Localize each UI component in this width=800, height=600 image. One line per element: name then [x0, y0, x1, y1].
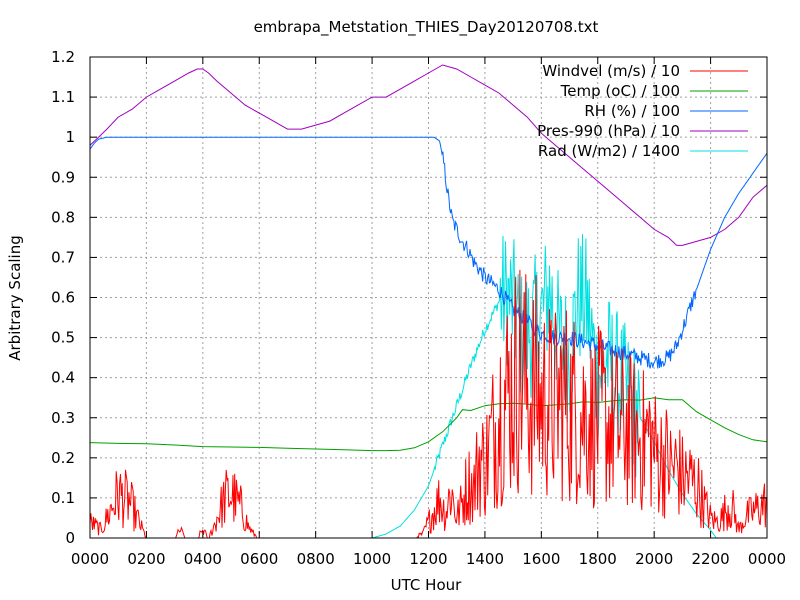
y-axis-label: Arbitrary Scaling: [6, 235, 24, 361]
legend-label: Rad (W/m2) / 1400: [538, 142, 680, 160]
x-tick-label: 1000: [353, 550, 391, 568]
x-tick-label: 0200: [127, 550, 165, 568]
tick-labels: 0000 0200 0400 0600 0800 1000 1200 1400 1600 1800…: [51, 48, 786, 568]
x-axis-label: UTC Hour: [391, 576, 462, 594]
y-tick-label: 0.4: [51, 369, 75, 387]
legend-label: Windvel (m/s) / 10: [542, 62, 680, 80]
x-tick-label: 0400: [184, 550, 222, 568]
x-tick-label: 2000: [635, 550, 673, 568]
series-line-3: [89, 64, 768, 246]
y-tick-label: 0.7: [51, 248, 75, 266]
x-tick-label: 0600: [240, 550, 278, 568]
x-tick-label: 0000: [748, 550, 786, 568]
x-tick-label: 1400: [466, 550, 504, 568]
y-tick-label: 1: [65, 128, 75, 146]
legend-label: Temp (oC) / 100: [560, 82, 680, 100]
y-tick-label: 0.3: [51, 409, 75, 427]
y-tick-label: 0.9: [51, 168, 75, 186]
x-tick-label: 1800: [579, 550, 617, 568]
chart-title: embrapa_Metstation_THIES_Day20120708.txt: [254, 18, 599, 37]
legend: Windvel (m/s) / 10 Temp (oC) / 100 RH (%) …: [537, 62, 748, 160]
y-tick-label: 0.2: [51, 449, 75, 467]
y-tick-label: 0.5: [51, 329, 75, 347]
y-tick-label: 0: [65, 529, 75, 547]
x-tick-label: 1600: [522, 550, 560, 568]
x-tick-label: 1200: [409, 550, 447, 568]
x-tick-label: 0000: [71, 550, 109, 568]
x-tick-label: 2200: [691, 550, 729, 568]
legend-label: Pres-990 (hPa) / 10: [537, 122, 680, 140]
y-tick-label: 0.8: [51, 208, 75, 226]
axis-ticks: [89, 56, 768, 539]
y-tick-label: 0.1: [51, 489, 75, 507]
series-line-2: [89, 136, 768, 369]
y-tick-label: 1.2: [51, 48, 75, 66]
legend-label: RH (%) / 100: [584, 102, 680, 120]
x-tick-label: 0800: [297, 550, 335, 568]
y-tick-label: 0.6: [51, 289, 75, 307]
y-tick-label: 1.1: [51, 88, 75, 106]
